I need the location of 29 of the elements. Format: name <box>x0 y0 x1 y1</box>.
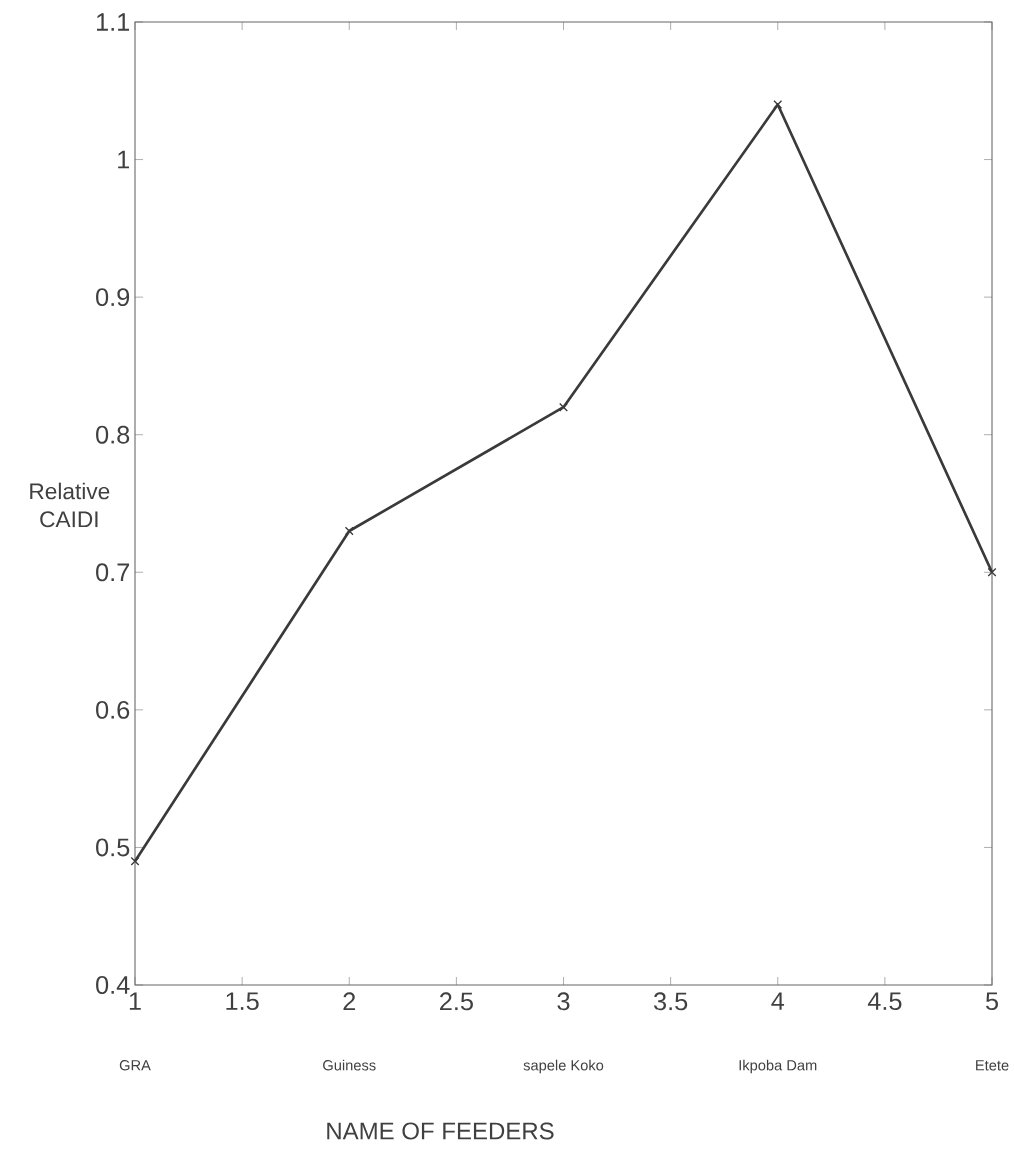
y-tick-label: 0.6 <box>96 700 130 719</box>
text: Ikpoba Dam <box>739 1059 817 1074</box>
x-tick-label: 1.5 <box>226 992 259 1011</box>
y-tick-label: 0.5 <box>96 838 130 857</box>
text: sapele Koko <box>523 1059 604 1074</box>
x-tick-label: 2 <box>343 992 356 1011</box>
y-tick-label: 1 <box>118 150 130 169</box>
x-tick-label: 3 <box>557 992 570 1011</box>
y-tick-label: 1.1 <box>97 13 130 31</box>
x-tick-label: 1 <box>129 992 141 1010</box>
y-tick-label: 0.4 <box>96 976 130 994</box>
text: Guiness <box>323 1059 376 1071</box>
x-tick-label: 5 <box>985 992 998 1011</box>
point <box>559 402 568 412</box>
x-tick-label: 4.5 <box>867 992 902 1011</box>
x-tick-label: 3.5 <box>653 992 688 1011</box>
y-tick-label: 0.8 <box>96 425 130 444</box>
y-axis-title: Relative CAIDI <box>30 482 110 528</box>
point <box>773 100 783 109</box>
y-tick-label: 0.7 <box>96 563 130 582</box>
text: Etete <box>976 1060 1009 1071</box>
x-axis-title: NAME OF FEEDERS <box>327 1122 554 1140</box>
point <box>344 526 354 536</box>
text: GRA <box>119 1060 151 1071</box>
y-tick-label: 0.9 <box>96 288 130 307</box>
x-tick-label: 4 <box>771 992 785 1010</box>
point <box>987 567 997 577</box>
point <box>130 856 140 866</box>
x-tick-label: 2.5 <box>440 992 473 1011</box>
